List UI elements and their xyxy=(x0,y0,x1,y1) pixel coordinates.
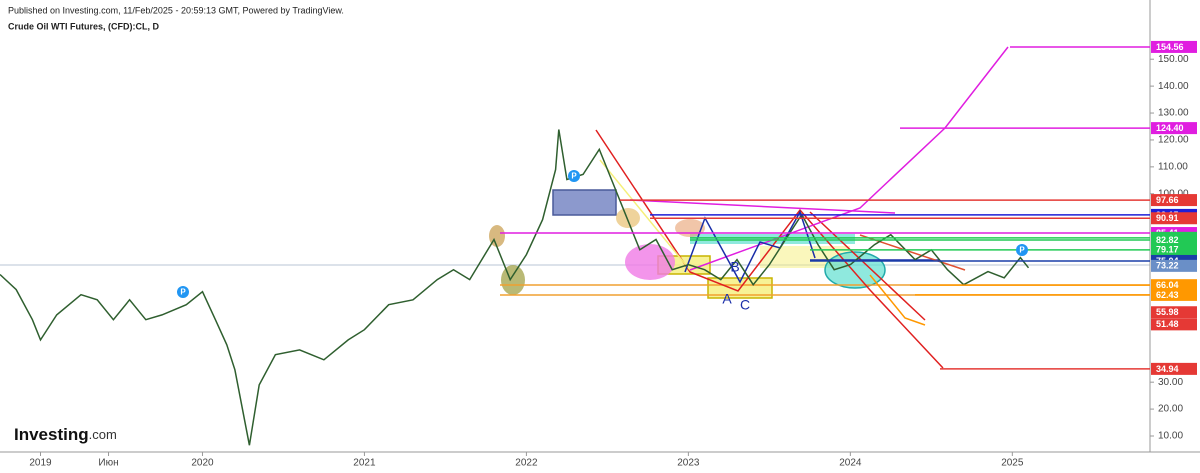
x-tick-label: 2019 xyxy=(29,458,52,469)
x-tick-label: 2025 xyxy=(1001,458,1024,469)
price-badge xyxy=(1151,362,1197,375)
annotation: C xyxy=(740,297,750,313)
x-tick-label: 2024 xyxy=(839,458,862,469)
y-tick-label: 150.00 xyxy=(1158,54,1189,65)
logo-suffix: .com xyxy=(89,427,117,442)
price-line xyxy=(0,129,1030,446)
price-badge xyxy=(1151,234,1197,247)
price-badge-label: 66.04 xyxy=(1156,280,1179,290)
price-badge-label: 55.98 xyxy=(1156,307,1179,317)
source-note: Published on Investing.com, 11/Feb/2025 … xyxy=(8,5,344,15)
x-tick-label: 2020 xyxy=(191,458,214,469)
marker-label: P xyxy=(180,288,186,297)
y-tick-label: 120.00 xyxy=(1158,135,1189,146)
price-badge xyxy=(1151,194,1197,207)
price-badge-label: 154.56 xyxy=(1156,42,1184,52)
price-badge-label: 51.48 xyxy=(1156,319,1179,329)
annotation: A xyxy=(722,291,732,307)
price-badge-label: 79.17 xyxy=(1156,245,1179,255)
marker-circle xyxy=(1016,244,1028,256)
price-badge xyxy=(1151,122,1197,135)
logo: Investing.com xyxy=(14,425,117,444)
y-tick-label: 100.00 xyxy=(1158,188,1189,199)
x-tick-label: 2021 xyxy=(353,458,376,469)
y-tick-label: 20.00 xyxy=(1158,404,1183,415)
chart-title: Crude Oil WTI Futures, (CFD):CL, D xyxy=(8,21,159,31)
marker-label: P xyxy=(571,172,577,181)
price-badge xyxy=(1151,212,1197,225)
price-badge-label: 82.82 xyxy=(1156,235,1179,245)
x-tick-label: 2022 xyxy=(515,458,538,469)
price-badge-label: 73.22 xyxy=(1156,261,1179,271)
price-badge-label: 62.43 xyxy=(1156,290,1179,300)
marker-circle xyxy=(568,170,580,182)
price-badge xyxy=(1151,288,1197,301)
price-badge xyxy=(1151,243,1197,256)
x-tick-label: 2023 xyxy=(677,458,700,469)
logo-name: Investing xyxy=(14,425,89,444)
marker-circle xyxy=(177,286,189,298)
price-badge-label: 90.91 xyxy=(1156,213,1179,223)
y-tick-label: 110.00 xyxy=(1158,162,1188,173)
price-badge-label: 124.40 xyxy=(1156,123,1184,133)
x-tick-label: Июн xyxy=(98,458,118,469)
price-badge xyxy=(1151,306,1197,319)
annotation: B xyxy=(730,259,739,275)
y-tick-label: 140.00 xyxy=(1158,81,1189,92)
price-badge xyxy=(1151,40,1197,53)
marker-label: P xyxy=(1019,246,1025,255)
price-badge xyxy=(1151,259,1197,272)
y-tick-label: 130.00 xyxy=(1158,108,1189,119)
y-tick-label: 10.00 xyxy=(1158,431,1183,442)
y-tick-label: 30.00 xyxy=(1158,377,1183,388)
price-badge-label: 97.66 xyxy=(1156,195,1179,205)
price-badge xyxy=(1151,279,1197,292)
price-badge-label: 34.94 xyxy=(1156,364,1179,374)
price-badge xyxy=(1151,318,1197,331)
